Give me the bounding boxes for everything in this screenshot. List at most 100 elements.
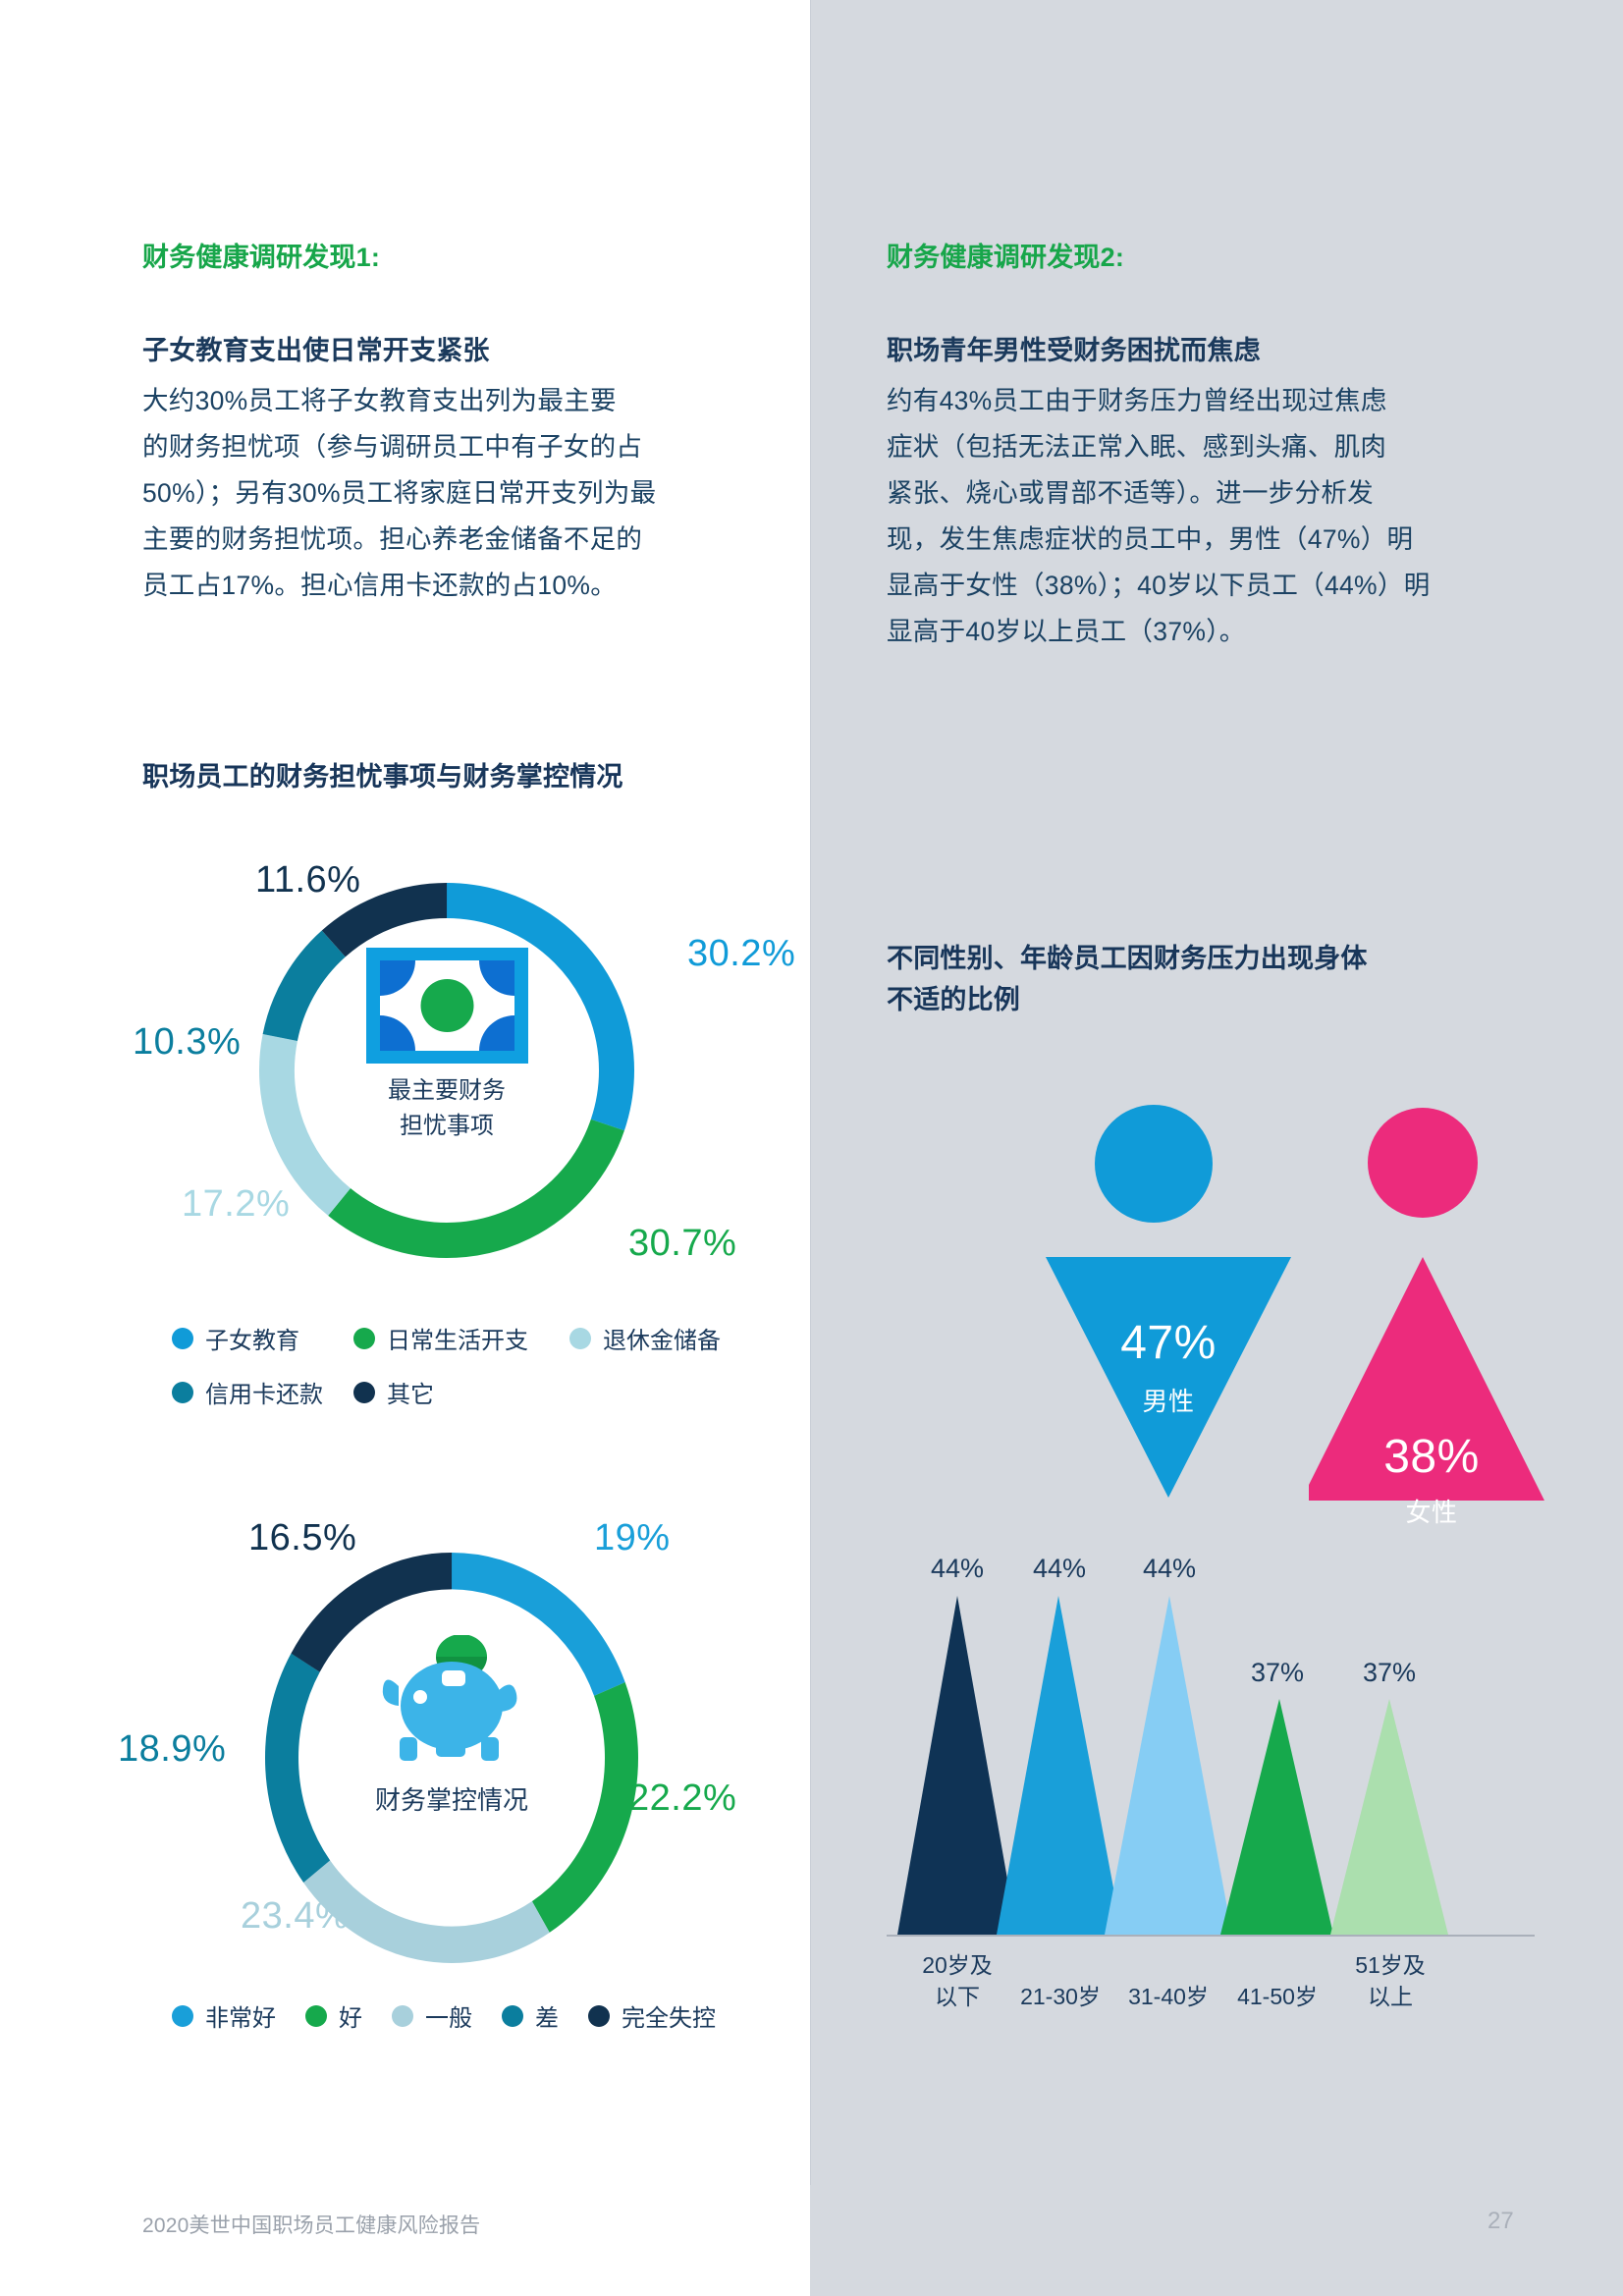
- tri-bar-21-30: [997, 1596, 1122, 1935]
- female-value: 38%: [1383, 1431, 1480, 1483]
- tri-category-line: 20岁及: [922, 1952, 993, 1978]
- legend-item-average[interactable]: 一般: [392, 1998, 472, 2033]
- donut2-segment-poor: [265, 1552, 638, 1964]
- tri-value-20-and-under: 44%: [930, 1554, 985, 1583]
- legend-item-very-good[interactable]: 非常好: [172, 1998, 276, 2033]
- banknote-icon: [366, 948, 528, 1064]
- donut2-legend: 非常好 好 一般 差 完全失控: [172, 1998, 781, 2033]
- legend-item-other[interactable]: 其它: [353, 1375, 530, 1409]
- legend-item-poor[interactable]: 差: [502, 1998, 559, 2033]
- female-figure: 38% 女性: [1309, 1108, 1554, 1527]
- legend-label: 其它: [387, 1382, 434, 1408]
- left-subhead: 子女教育支出使日常开支紧张: [142, 336, 490, 365]
- donut2-label-average: 23.4%: [241, 1895, 350, 1937]
- left-body-line: 主要的财务担忧项。担心养老金储备不足的: [142, 524, 643, 554]
- right-chart-title: 不同性别、年龄员工因财务压力出现身体 不适的比例: [887, 938, 1515, 1020]
- right-subhead: 职场青年男性受财务困扰而焦虑: [887, 336, 1261, 365]
- legend-dot-icon: [353, 1381, 375, 1403]
- donut2-center-label: 财务掌控情况: [255, 1782, 648, 1818]
- legend-dot-icon: [305, 2004, 327, 2027]
- right-eyebrow: 财务健康调研发现2:: [887, 243, 1125, 272]
- female-head-icon: [1368, 1108, 1478, 1218]
- left-chart-title: 职场员工的财务担忧事项与财务掌控情况: [142, 762, 623, 792]
- male-head-icon: [1095, 1105, 1213, 1223]
- donut2-label-out-of-control: 16.5%: [248, 1517, 357, 1558]
- left-body-line: 员工占17%。担心信用卡还款的占10%。: [142, 571, 618, 600]
- tri-category-21-30: 21-30岁: [1020, 1984, 1101, 2009]
- left-body: 大约30%员工将子女教育支出列为最主要 的财务担忧项（参与调研员工中有子女的占 …: [142, 378, 771, 609]
- tri-bar-31-40: [1105, 1596, 1232, 1935]
- legend-item-retirement[interactable]: 退休金储备: [569, 1321, 766, 1355]
- donut1-segment-other: [259, 883, 634, 1258]
- tri-value-41-50: 37%: [1250, 1658, 1305, 1687]
- legend-item-good[interactable]: 好: [305, 1998, 362, 2033]
- legend-dot-icon: [569, 1327, 591, 1349]
- right-column: 财务健康调研发现2: 职场青年男性受财务困扰而焦虑 约有43%员工由于财务压力曾…: [810, 0, 1623, 2296]
- donut1-segment-retirement: [259, 883, 634, 1258]
- right-body-line: 显高于40岁以上员工（37%）。: [887, 617, 1246, 646]
- legend-dot-icon: [172, 2004, 193, 2027]
- legend-label: 非常好: [205, 2005, 276, 2032]
- legend-label: 子女教育: [205, 1328, 299, 1354]
- age-discomfort-triangles: 44% 44% 44% 37% 37% 20岁及 以下 21-30岁 31-40…: [887, 1532, 1535, 2009]
- donut1-segment-credit-card: [259, 883, 634, 1258]
- column-rule: [810, 0, 811, 2185]
- donut2-label-good: 22.2%: [628, 1777, 737, 1819]
- page-number: 27: [1488, 2208, 1514, 2234]
- tri-axis-line: [887, 1935, 1535, 1937]
- tri-value-21-30: 44%: [1032, 1554, 1087, 1583]
- financial-control-donut: 财务掌控情况: [255, 1542, 648, 1974]
- donut1-center-line1: 最主要财务: [388, 1077, 506, 1104]
- tri-category-41-50: 41-50岁: [1237, 1984, 1318, 2009]
- legend-label: 信用卡还款: [205, 1382, 323, 1408]
- right-body-line: 显高于女性（38%）；40岁以下员工（44%）明: [887, 571, 1431, 600]
- legend-label: 退休金储备: [603, 1328, 721, 1354]
- left-eyebrow: 财务健康调研发现1:: [142, 243, 381, 272]
- legend-item-daily-expenses[interactable]: 日常生活开支: [353, 1321, 569, 1355]
- donut1-label-children-education: 30.2%: [687, 933, 796, 974]
- legend-label: 差: [535, 2005, 559, 2032]
- tri-value-51-and-up: 37%: [1362, 1658, 1417, 1687]
- donut2-label-poor: 18.9%: [118, 1728, 227, 1770]
- legend-label: 完全失控: [622, 2005, 716, 2032]
- donut1-segment-daily-expenses: [259, 883, 634, 1258]
- donut1-label-retirement: 17.2%: [182, 1183, 291, 1225]
- tri-bar-41-50: [1220, 1699, 1333, 1935]
- tri-category-line: 51岁及: [1355, 1952, 1426, 1978]
- footer-report-title: 2020美世中国职场员工健康风险报告: [142, 2214, 481, 2237]
- legend-item-out-of-control[interactable]: 完全失控: [588, 1998, 716, 2033]
- tri-category-line: 以下: [935, 1984, 980, 2009]
- tri-category-line: 以上: [1368, 1984, 1413, 2009]
- donut2-label-very-good: 19%: [594, 1517, 671, 1558]
- legend-item-children-education[interactable]: 子女教育: [172, 1321, 353, 1355]
- female-body-triangle: [1309, 1257, 1544, 1501]
- right-chart-title-line2: 不适的比例: [887, 985, 1020, 1014]
- legend-dot-icon: [353, 1327, 375, 1349]
- left-body-line: 的财务担忧项（参与调研员工中有子女的占: [142, 432, 643, 462]
- donut1-label-other: 11.6%: [255, 859, 361, 901]
- legend-dot-icon: [588, 2004, 610, 2027]
- male-label: 男性: [1142, 1387, 1195, 1416]
- tri-category-31-40: 31-40岁: [1128, 1984, 1209, 2009]
- donut2-center-line1: 财务掌控情况: [374, 1785, 528, 1815]
- female-label: 女性: [1405, 1498, 1458, 1527]
- legend-label: 好: [339, 2005, 362, 2032]
- right-body-line: 现，发生焦虑症状的员工中，男性（47%）明: [887, 524, 1414, 554]
- tri-value-31-40: 44%: [1142, 1554, 1197, 1583]
- donut1-label-credit-card: 10.3%: [133, 1021, 242, 1063]
- legend-dot-icon: [392, 2004, 413, 2027]
- legend-dot-icon: [502, 2004, 523, 2027]
- donut1-legend: 子女教育 日常生活开支 退休金储备 信用卡还款 其它: [172, 1321, 781, 1429]
- right-body: 约有43%员工由于财务压力曾经出现过焦虑 症状（包括无法正常入眠、感到头痛、肌肉…: [887, 378, 1515, 655]
- legend-label: 一般: [425, 2005, 472, 2032]
- donut1-center-label: 最主要财务 担忧事项: [241, 1073, 653, 1144]
- left-body-line: 50%）；另有30%员工将家庭日常开支列为最: [142, 478, 657, 508]
- donut1-center-line2: 担忧事项: [400, 1113, 494, 1139]
- tri-category-51-and-up: 51岁及 以上: [1336, 1949, 1444, 2012]
- legend-item-credit-card[interactable]: 信用卡还款: [172, 1375, 353, 1409]
- donut2-segment-good: [265, 1552, 638, 1964]
- donut1-label-daily-expenses: 30.7%: [628, 1223, 737, 1264]
- male-body-triangle: [1046, 1257, 1291, 1498]
- donut2-segment-out-of-control: [265, 1552, 638, 1964]
- financial-worries-donut: 最主要财务 担忧事项: [241, 864, 653, 1277]
